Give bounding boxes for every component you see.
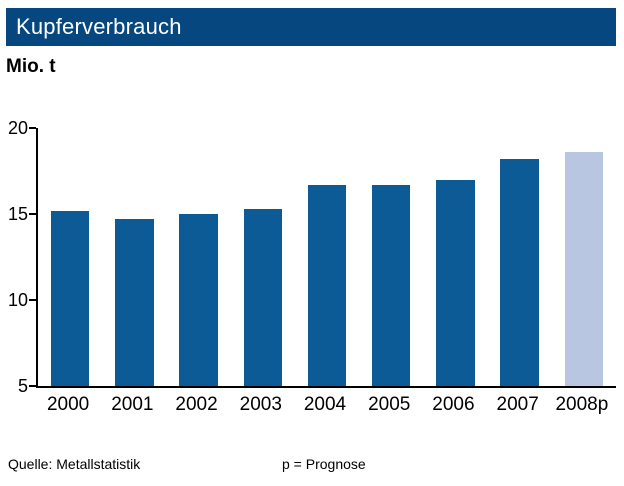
bar-2004 [307, 184, 347, 386]
x-axis-tick-labels: 2000 2001 2002 2003 2004 2005 2006 2007 2008p [36, 394, 614, 416]
chart-title: Kupferverbrauch [16, 14, 182, 39]
chart-title-bar: Kupferverbrauch [6, 8, 616, 46]
y-tick-mark [29, 213, 36, 216]
x-tick-label: 2007 [496, 394, 539, 415]
bar-2006 [436, 179, 475, 386]
bar-slot [295, 128, 359, 386]
bar-2008p [564, 152, 604, 386]
y-tick-mark [29, 385, 36, 387]
bar-2007 [500, 158, 539, 386]
bar-2000 [50, 210, 90, 386]
bar-2001 [115, 219, 154, 386]
y-tick-label: 20 [7, 118, 28, 138]
x-tick-label: 2002 [175, 394, 218, 415]
bar-2002 [179, 214, 218, 386]
x-tick-label: 2005 [368, 394, 411, 415]
y-tick-label: 10 [7, 290, 28, 310]
bar-slot [231, 128, 295, 386]
bar-slot [552, 128, 616, 386]
y-tick-label: 15 [7, 204, 28, 224]
y-axis-tick-marks [29, 127, 36, 387]
x-tick-label: 2008p [555, 394, 609, 415]
bar-slot [359, 128, 423, 386]
bar-slot [488, 128, 552, 386]
y-axis-tick-labels: 5 10 15 20 [0, 119, 28, 395]
chart-footer: Quelle: Metallstatistik p = Prognose [8, 456, 616, 472]
x-tick-label: 2001 [111, 394, 154, 415]
x-tick-label: 2003 [239, 394, 282, 415]
source-note: Quelle: Metallstatistik [8, 456, 141, 472]
plot-area [36, 128, 616, 388]
x-tick-label: 2004 [303, 394, 347, 415]
y-tick-mark [29, 299, 36, 302]
y-tick-mark [29, 127, 36, 129]
y-axis-unit-label: Mio. t [6, 56, 56, 77]
x-tick-label: 2000 [46, 394, 90, 415]
bar-slot [423, 128, 487, 386]
bar-2005 [371, 184, 411, 386]
bar-slot [38, 128, 102, 386]
bar-2003 [243, 208, 283, 386]
y-tick-label: 5 [17, 376, 28, 396]
bar-slot [166, 128, 230, 386]
x-tick-label: 2006 [432, 394, 475, 415]
bar-slot [102, 128, 166, 386]
forecast-note: p = Prognose [282, 456, 366, 472]
